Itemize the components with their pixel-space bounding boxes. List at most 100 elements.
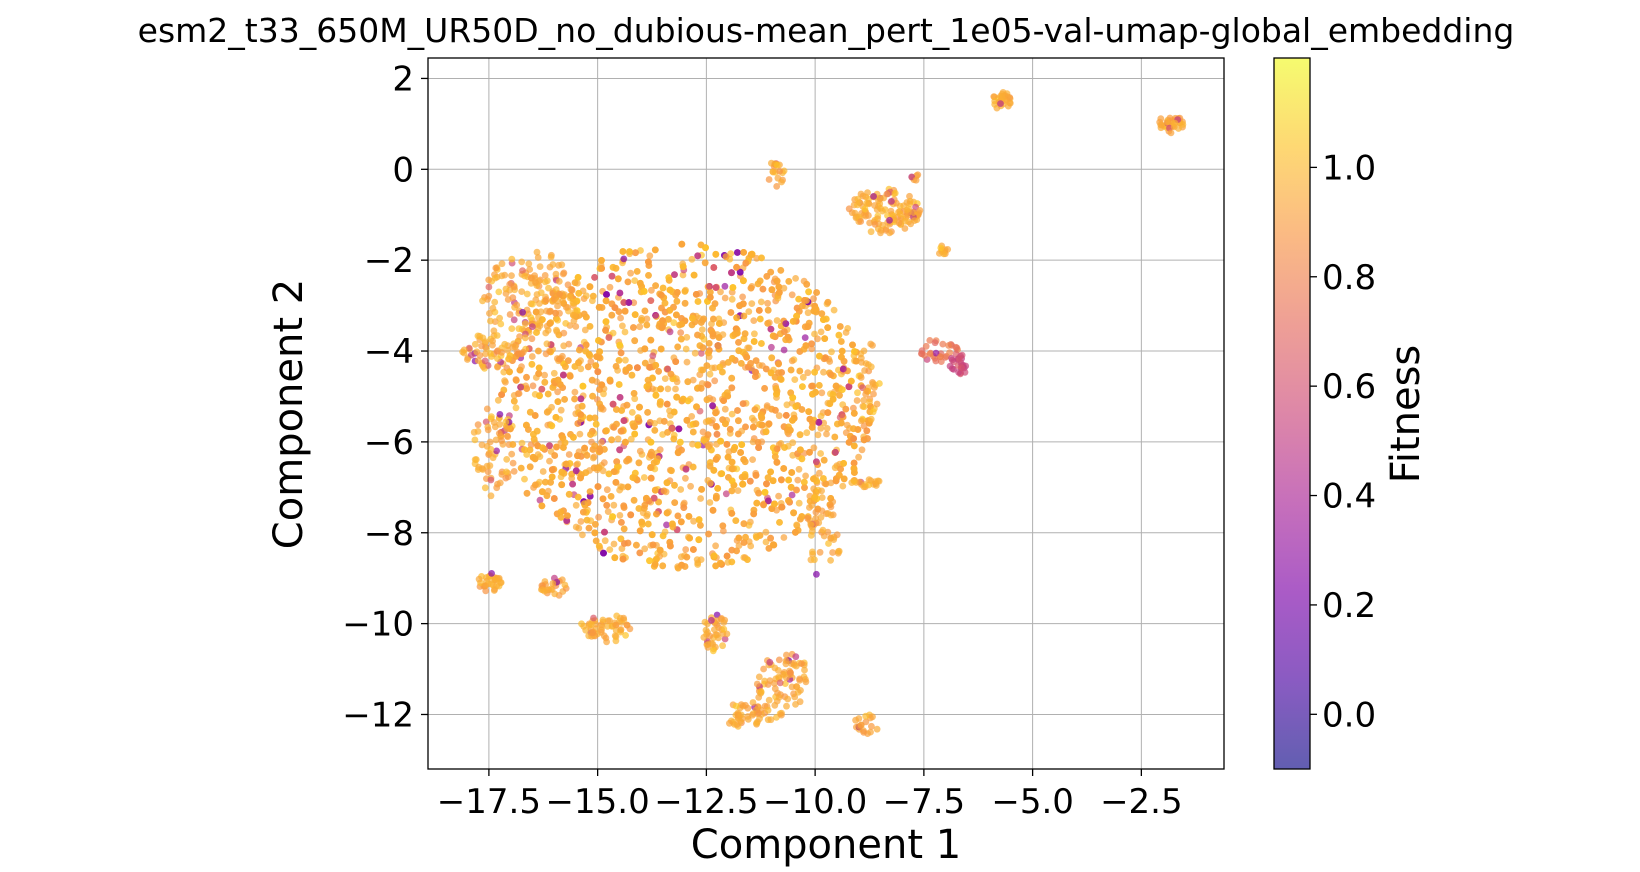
scatter-point	[769, 332, 777, 340]
scatter-point	[799, 302, 806, 310]
scatter-point	[604, 508, 612, 515]
scatter-point	[534, 254, 542, 261]
scatter-point	[697, 350, 705, 357]
scatter-point	[767, 268, 775, 276]
scatter-point	[814, 431, 822, 439]
scatter-point	[574, 493, 582, 501]
scatter-point	[617, 535, 625, 543]
scatter-point	[682, 465, 690, 473]
scatter-point	[769, 477, 777, 485]
scatter-point	[728, 487, 736, 495]
scatter-point	[483, 405, 491, 413]
scatter-point	[635, 459, 643, 467]
scatter-point	[812, 508, 820, 516]
scatter-point	[489, 304, 497, 312]
scatter-point	[697, 495, 704, 502]
scatter-point	[630, 324, 637, 331]
scatter-point	[783, 702, 790, 710]
scatter-point	[788, 491, 796, 499]
scatter-point	[611, 632, 619, 640]
scatter-point	[707, 479, 714, 487]
scatter-point	[496, 479, 504, 487]
scatter-point	[659, 323, 666, 331]
scatter-point	[912, 176, 920, 184]
scatter-point	[780, 465, 788, 472]
scatter-point	[826, 400, 834, 408]
scatter-point	[806, 504, 813, 511]
scatter-point	[614, 463, 621, 471]
scatter-point	[471, 436, 479, 444]
scatter-point	[669, 520, 676, 528]
scatter-point	[737, 701, 745, 709]
scatter-point	[574, 460, 582, 468]
scatter-point	[556, 309, 563, 317]
scatter-point	[512, 404, 520, 412]
scatter-point	[598, 257, 605, 264]
scatter-point	[773, 317, 781, 324]
scatter-point	[580, 508, 587, 516]
scatter-point	[647, 297, 655, 304]
scatter-point	[946, 349, 953, 356]
scatter-point	[564, 512, 571, 520]
scatter-point	[503, 432, 511, 440]
scatter-point	[795, 295, 803, 303]
scatter-point	[758, 340, 765, 347]
scatter-point	[553, 443, 560, 451]
scatter-point	[813, 289, 820, 296]
scatter-point	[804, 323, 812, 330]
scatter-point	[689, 440, 696, 448]
scatter-point	[823, 430, 830, 438]
scatter-point	[784, 695, 792, 703]
scatter-point	[497, 579, 505, 586]
scatter-point	[767, 369, 775, 377]
scatter-point	[939, 340, 947, 348]
scatter-point	[694, 298, 702, 305]
scatter-point	[750, 417, 758, 424]
colorbar-tick-label: 0.2	[1322, 586, 1376, 626]
scatter-point	[753, 680, 761, 688]
scatter-point	[802, 342, 810, 350]
scatter-point	[704, 431, 712, 439]
scatter-point	[508, 325, 516, 332]
scatter-point	[559, 270, 567, 278]
scatter-point	[773, 161, 781, 169]
scatter-point	[612, 479, 620, 486]
scatter-point	[570, 317, 578, 325]
scatter-point	[562, 460, 570, 468]
scatter-point	[578, 402, 586, 410]
scatter-point	[850, 409, 858, 417]
scatter-point	[474, 357, 482, 364]
scatter-point	[606, 283, 614, 291]
scatter-point	[678, 561, 685, 569]
scatter-point	[839, 365, 847, 373]
scatter-point	[553, 326, 560, 334]
scatter-point	[571, 388, 579, 396]
scatter-point	[709, 647, 717, 655]
scatter-point	[785, 278, 793, 285]
scatter-point	[585, 524, 593, 532]
scatter-point	[519, 308, 526, 316]
scatter-point	[773, 445, 781, 453]
scatter-point	[778, 503, 786, 511]
scatter-point	[631, 430, 639, 438]
scatter-point	[857, 218, 865, 225]
scatter-point	[886, 216, 893, 224]
scatter-point	[798, 455, 806, 463]
scatter-point	[739, 480, 747, 488]
scatter-point	[491, 274, 499, 282]
scatter-point	[641, 501, 649, 509]
scatter-point	[775, 289, 783, 296]
scatter-point	[768, 286, 776, 294]
scatter-point	[551, 452, 559, 459]
scatter-point	[495, 430, 503, 437]
scatter-point	[701, 259, 709, 267]
scatter-point	[781, 680, 789, 687]
scatter-point	[541, 272, 549, 279]
scatter-point	[533, 427, 541, 435]
scatter-point	[599, 616, 607, 624]
scatter-point	[819, 526, 827, 534]
scatter-point	[554, 316, 562, 324]
scatter-point	[692, 420, 700, 428]
scatter-point	[557, 508, 565, 516]
scatter-point	[765, 696, 773, 704]
